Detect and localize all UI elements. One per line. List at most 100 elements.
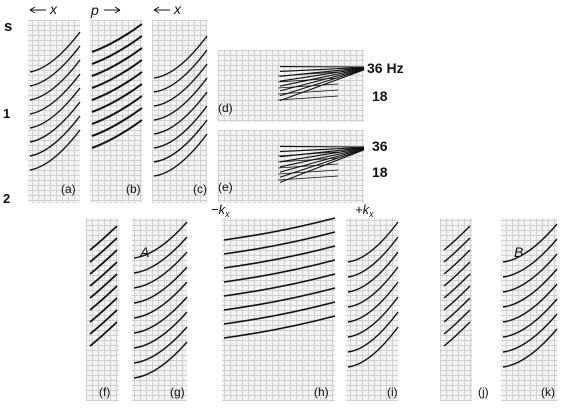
event-curve-c	[153, 133, 208, 177]
event-curve-h	[223, 315, 336, 339]
panel-label-b: (b)	[126, 182, 141, 196]
event-line-e	[279, 145, 365, 148]
freq-e-top: 36	[372, 138, 388, 154]
header-h: −kx	[211, 202, 230, 219]
event-curve-a	[29, 129, 81, 171]
event-curve-k	[502, 328, 558, 368]
event-curve-k	[502, 313, 558, 353]
event-curve-i	[347, 281, 399, 323]
event-curve-c	[153, 105, 208, 149]
event-line-d	[277, 95, 339, 101]
event-curve-f	[89, 237, 118, 263]
event-line-d	[277, 71, 339, 77]
event-curve-j	[443, 273, 471, 299]
header-c-label: x	[173, 1, 182, 17]
panel-e	[218, 130, 364, 203]
event-curve-b	[91, 59, 143, 89]
header-i: +kx	[355, 202, 374, 219]
axis-tick-1: 1	[3, 106, 10, 121]
event-curve-a	[29, 87, 81, 129]
curves-layer	[29, 23, 558, 379]
event-line-e	[277, 157, 339, 163]
event-line-e	[277, 175, 339, 181]
header-b-label: p	[90, 2, 99, 18]
annotation-B: B	[514, 244, 523, 260]
event-curve-j	[443, 297, 471, 323]
panel-c	[152, 20, 207, 203]
event-curve-a	[29, 31, 81, 73]
header-b: p	[90, 2, 121, 18]
event-curve-j	[443, 321, 471, 347]
event-curve-a	[29, 115, 81, 157]
panel-label-i: (i)	[387, 385, 398, 399]
event-curve-a	[29, 73, 81, 115]
event-line-e	[277, 151, 339, 157]
event-curve-f	[89, 261, 118, 287]
event-line-e	[279, 147, 365, 163]
panel-d	[218, 50, 364, 122]
event-line-d	[277, 89, 339, 95]
event-curve-b	[91, 71, 143, 101]
event-curve-k	[502, 253, 558, 293]
panel-label-h: (h)	[314, 385, 329, 399]
event-curve-a	[29, 45, 81, 87]
event-curve-i	[347, 311, 399, 353]
event-curve-b	[91, 107, 143, 137]
event-curve-b	[91, 119, 143, 149]
event-curve-g	[133, 341, 188, 379]
panel-label-g: (g)	[170, 385, 185, 399]
event-curve-g	[133, 311, 188, 349]
event-curve-b	[91, 23, 143, 53]
event-curve-g	[133, 251, 188, 289]
event-line-e	[279, 148, 365, 173]
event-curve-c	[153, 63, 208, 107]
axis-unit-label: s	[4, 18, 12, 35]
event-curve-f	[89, 273, 118, 299]
event-curve-i	[347, 221, 399, 263]
event-curve-i	[347, 236, 399, 278]
event-line-d	[279, 68, 365, 97]
panel-label-f: (f)	[99, 385, 110, 399]
axis-tick-2: 2	[3, 191, 10, 206]
event-curve-j	[443, 225, 471, 251]
event-curve-i	[347, 326, 399, 368]
event-curve-f	[89, 309, 118, 335]
event-curve-a	[29, 101, 81, 143]
event-curve-h	[223, 301, 336, 325]
panel-label-a: (a)	[61, 182, 76, 196]
event-curve-k	[502, 223, 558, 263]
freq-e-bottom: 18	[372, 164, 388, 180]
header-c: x	[153, 1, 182, 17]
event-curve-a	[29, 59, 81, 101]
event-curve-h	[223, 231, 336, 255]
event-curve-g	[133, 221, 188, 259]
event-curve-b	[91, 47, 143, 77]
event-curve-h	[223, 287, 336, 311]
event-line-e	[279, 146, 365, 153]
panel-h	[222, 218, 335, 401]
panel-g	[132, 218, 187, 401]
event-curve-f	[89, 225, 118, 251]
event-curve-j	[443, 237, 471, 263]
header-a: x	[29, 1, 58, 17]
event-curve-f	[89, 297, 118, 323]
event-curve-h	[223, 217, 336, 241]
event-curve-b	[91, 83, 143, 113]
panels-layer	[28, 20, 557, 401]
event-curve-f	[89, 285, 118, 311]
panel-label-e: (e)	[218, 180, 233, 194]
event-curve-j	[443, 285, 471, 311]
event-curve-f	[89, 249, 118, 275]
annotation-A: A	[139, 244, 149, 260]
panel-label-k: (k)	[541, 385, 555, 399]
event-curve-j	[443, 309, 471, 335]
event-curve-i	[347, 266, 399, 308]
event-curve-h	[223, 245, 336, 269]
event-curve-h	[223, 259, 336, 283]
event-curve-i	[347, 251, 399, 293]
event-line-d	[277, 83, 339, 89]
event-line-d	[279, 67, 365, 82]
freq-d-top: 36 Hz	[367, 60, 404, 76]
event-line-e	[277, 163, 339, 169]
